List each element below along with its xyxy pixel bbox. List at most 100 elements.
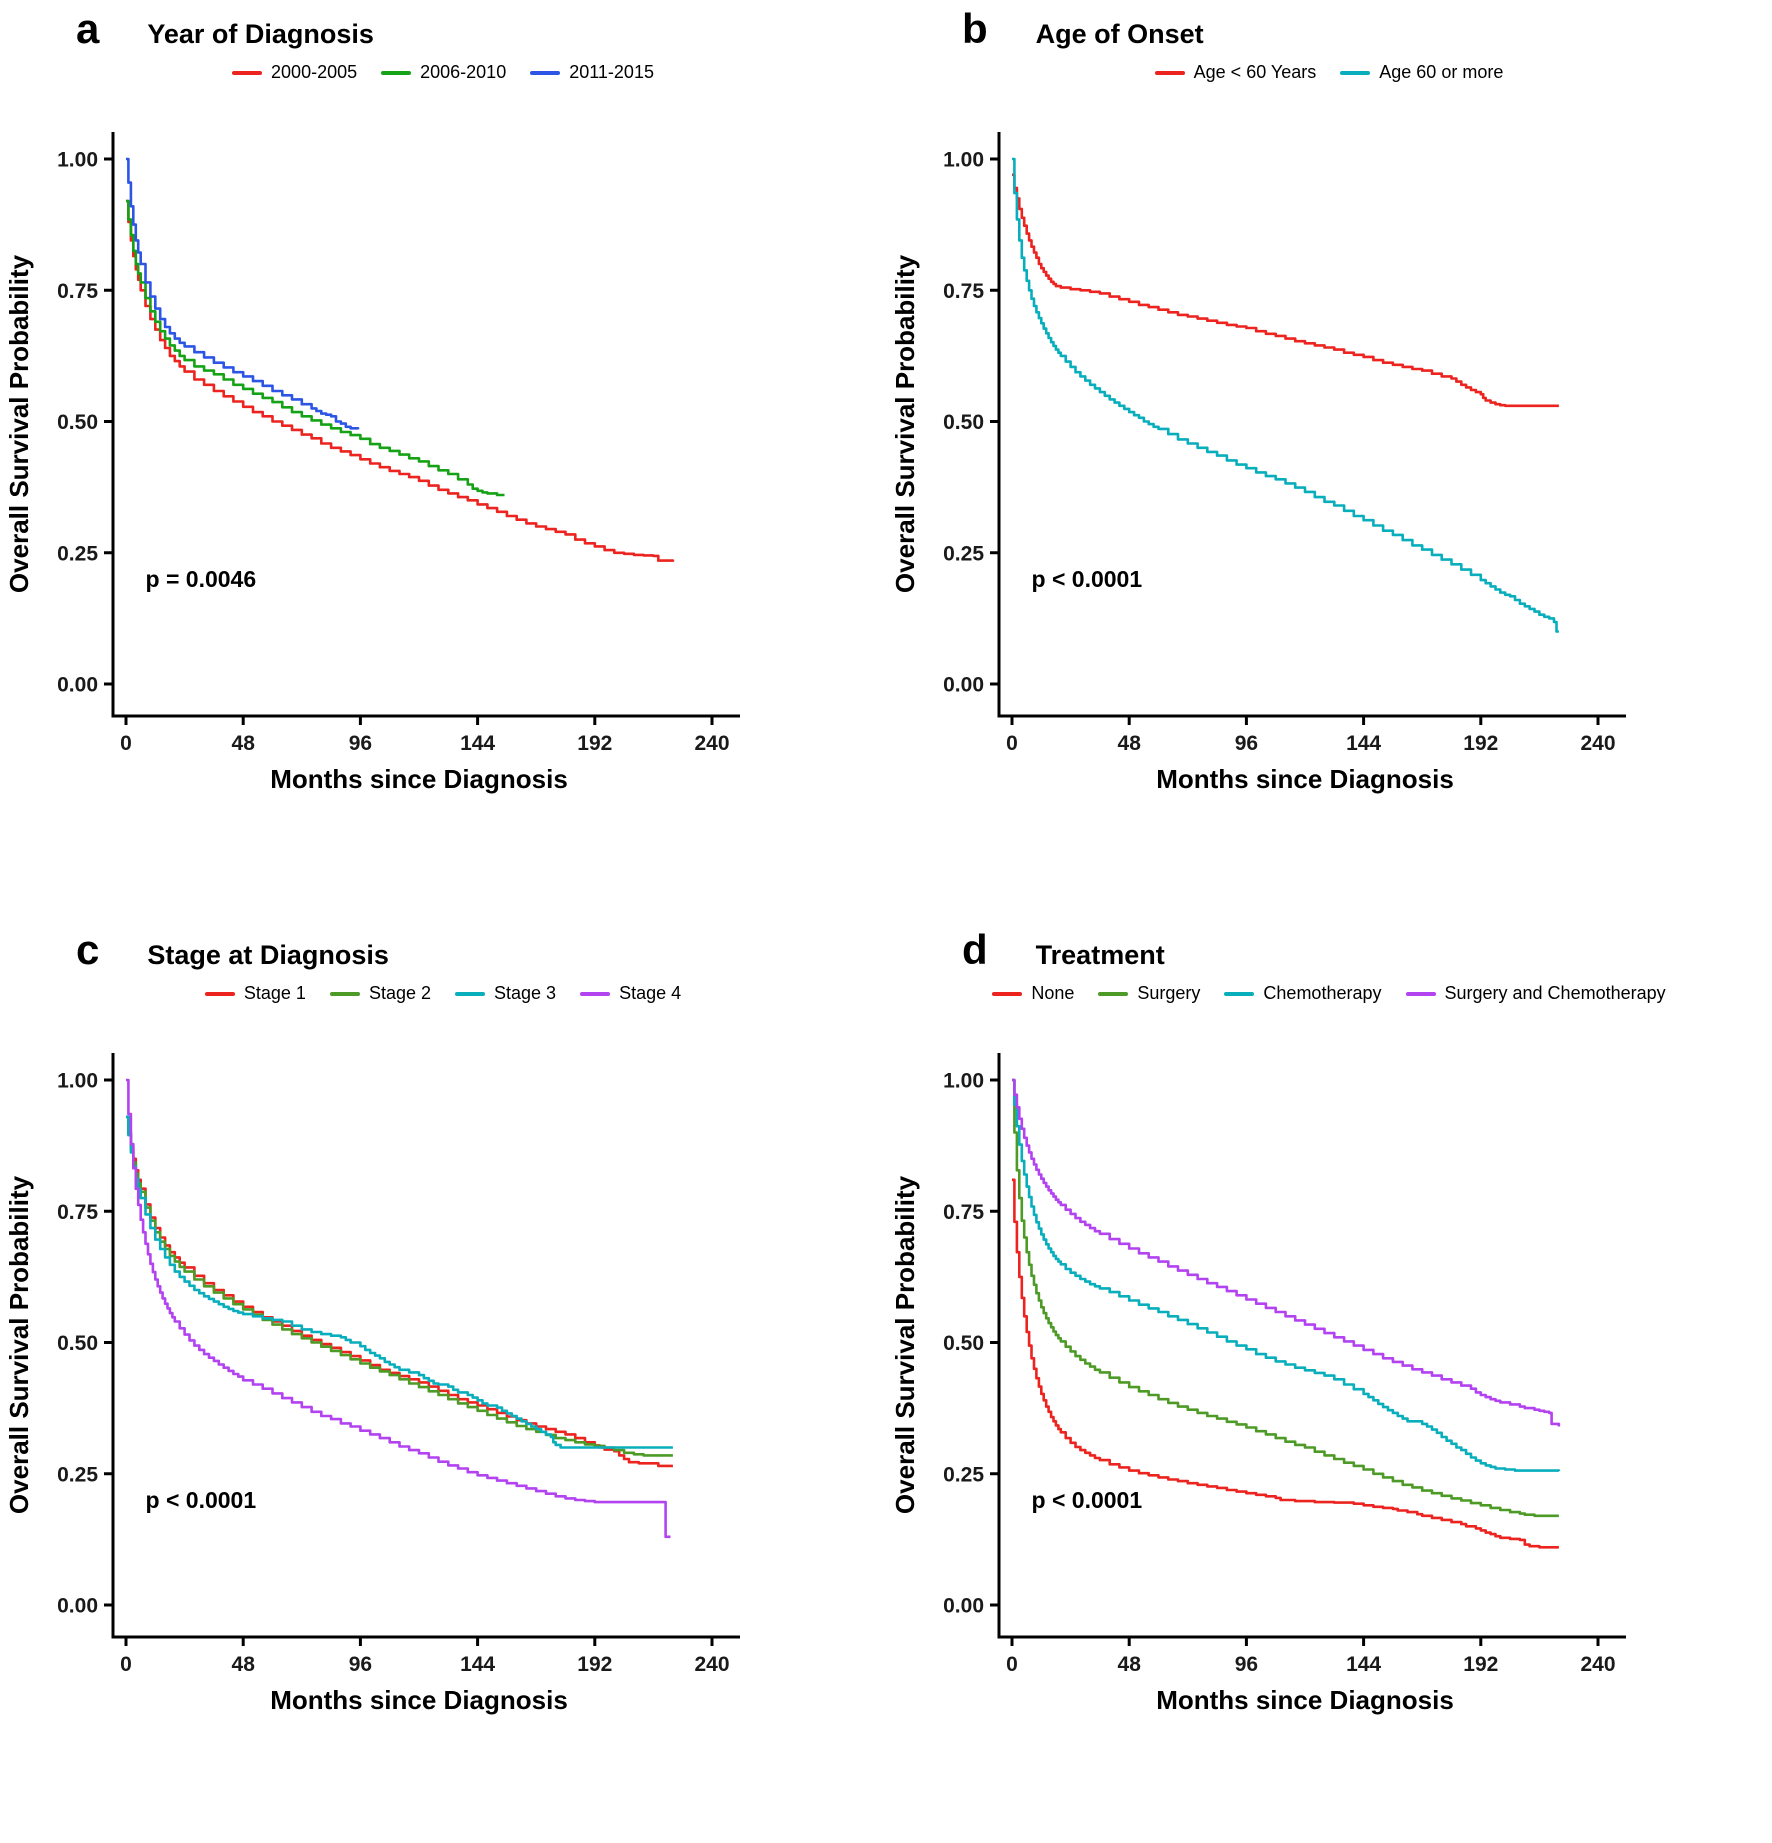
panel-b-title: Age of Onset: [1035, 19, 1204, 49]
p-value-label: p < 0.0001: [1032, 1487, 1143, 1513]
y-tick-label: 0.50: [57, 1332, 98, 1355]
survival-curve-surgery: [1012, 1078, 1559, 1518]
survival-curve-2006-2010: [126, 199, 505, 497]
panel-d-letter: d: [962, 926, 988, 973]
panel-a-header: a Year of Diagnosis: [76, 8, 374, 50]
x-tick-label: 96: [349, 732, 372, 755]
legend-line-swatch: [232, 70, 263, 75]
survival-curve-stage-1: [126, 1115, 673, 1468]
survival-curve-2000-2005: [126, 199, 675, 562]
x-tick-label: 96: [349, 1653, 372, 1676]
survival-curve-none: [1012, 1178, 1559, 1549]
y-tick-label: 0.00: [943, 1595, 984, 1618]
survival-curve-age-60-years: [1012, 173, 1559, 408]
x-tick-label: 144: [1346, 732, 1381, 755]
panel-c: c Stage at Diagnosis Stage 1 Stage 2 Stage…: [0, 921, 886, 1843]
x-tick-label: 192: [577, 1653, 612, 1676]
panel-a-title: Year of Diagnosis: [147, 19, 374, 49]
legend-line-swatch: [580, 991, 611, 996]
legend-line-swatch: [1405, 991, 1436, 996]
y-tick-label: 1.00: [57, 149, 98, 172]
x-tick-label: 0: [120, 1653, 132, 1676]
panel-a: a Year of Diagnosis 2000-2005 2006-2010 20…: [0, 0, 886, 921]
legend-line-swatch: [204, 991, 235, 996]
legend-label: Chemotherapy: [1263, 983, 1382, 1003]
legend-line-swatch: [1154, 70, 1185, 75]
y-tick-label: 1.00: [943, 1070, 984, 1093]
legend-item: 2000-2005: [232, 62, 357, 83]
x-tick-label: 96: [1235, 732, 1258, 755]
x-tick-label: 144: [1346, 1653, 1381, 1676]
legend-line-swatch: [1098, 991, 1129, 996]
legend-item: Age 60 or more: [1340, 62, 1503, 83]
x-tick-label: 0: [120, 732, 132, 755]
panel-c-header: c Stage at Diagnosis: [76, 929, 389, 971]
legend-item: 2006-2010: [381, 62, 506, 83]
panel-a-legend: 2000-2005 2006-2010 2011-2015: [0, 62, 886, 83]
x-tick-label: 0: [1006, 732, 1018, 755]
x-tick-label: 192: [577, 732, 612, 755]
y-tick-label: 0.25: [943, 1463, 984, 1486]
legend-label: Surgery: [1137, 983, 1201, 1003]
x-tick-label: 144: [460, 732, 495, 755]
y-tick-label: 0.75: [943, 280, 984, 303]
legend-label: 2011-2015: [569, 62, 654, 82]
panel-c-legend: Stage 1 Stage 2 Stage 3 Stage 4: [0, 983, 886, 1004]
legend-item: Stage 2: [329, 983, 431, 1004]
y-tick-label: 0.50: [943, 411, 984, 434]
legend-item: None: [992, 983, 1074, 1004]
legend-label: Stage 2: [368, 983, 431, 1003]
panel-b-header: b Age of Onset: [962, 8, 1204, 50]
panel-d-title: Treatment: [1035, 940, 1165, 970]
y-tick-label: 0.25: [943, 542, 984, 565]
x-axis-title: Months since Diagnosis: [1156, 764, 1454, 794]
panel-a-plot: 0.00 0.25 0.50 0.75 1.00 0 48 96 144 192 240 Months…: [4, 132, 740, 794]
x-tick-label: 48: [232, 1653, 256, 1676]
legend-item: 2011-2015: [530, 62, 654, 83]
x-tick-label: 96: [1235, 1653, 1258, 1676]
legend-line-swatch: [530, 70, 561, 75]
y-tick-label: 1.00: [57, 1070, 98, 1093]
panel-b: b Age of Onset Age < 60 Years Age 60 or m…: [886, 0, 1772, 921]
y-tick-label: 1.00: [943, 149, 984, 172]
legend-line-swatch: [455, 991, 485, 996]
legend-item: Age < 60 Years: [1154, 62, 1317, 83]
y-axis-title: Overall Survival Probability: [890, 1175, 920, 1514]
panel-c-plot: 0.00 0.25 0.50 0.75 1.00 0 48 96 144 192 240 Months…: [4, 1053, 740, 1715]
x-tick-label: 192: [1463, 1653, 1498, 1676]
y-tick-label: 0.00: [943, 674, 984, 697]
x-axis-title: Months since Diagnosis: [270, 1685, 568, 1715]
legend-line-swatch: [329, 991, 360, 996]
legend-line-swatch: [381, 70, 412, 75]
legend-label: Stage 3: [494, 983, 557, 1003]
x-tick-label: 240: [694, 732, 729, 755]
legend-line-swatch: [1224, 991, 1255, 996]
y-tick-label: 0.25: [57, 1463, 98, 1486]
survival-curve-age-60-or-more: [1012, 157, 1559, 633]
x-tick-label: 240: [694, 1653, 729, 1676]
panel-c-title: Stage at Diagnosis: [147, 940, 389, 970]
x-tick-label: 48: [232, 732, 256, 755]
panel-b-plot: 0.00 0.25 0.50 0.75 1.00 0 48 96 144 192 240 Months…: [890, 132, 1626, 794]
x-tick-label: 240: [1580, 1653, 1615, 1676]
survival-curve-chemotherapy: [1012, 1078, 1561, 1472]
y-tick-label: 0.00: [57, 674, 98, 697]
survival-curve-stage-2: [126, 1115, 673, 1457]
legend-item: Stage 4: [580, 983, 681, 1004]
legend-label: None: [1031, 983, 1075, 1003]
y-tick-label: 0.50: [943, 1332, 984, 1355]
legend-line-swatch: [1340, 70, 1371, 75]
legend-label: 2000-2005: [271, 62, 358, 82]
legend-label: Stage 1: [243, 983, 306, 1003]
y-tick-label: 0.25: [57, 542, 98, 565]
legend-label: Age < 60 Years: [1193, 62, 1317, 82]
x-axis-title: Months since Diagnosis: [1156, 1685, 1454, 1715]
panel-d-plot: 0.00 0.25 0.50 0.75 1.00 0 48 96 144 192 240 Months…: [890, 1053, 1626, 1715]
y-tick-label: 0.50: [57, 411, 98, 434]
panel-c-letter: c: [76, 926, 100, 973]
p-value-label: p < 0.0001: [1032, 566, 1143, 592]
panel-a-letter: a: [76, 5, 100, 52]
y-tick-label: 0.00: [57, 1595, 98, 1618]
y-axis-title: Overall Survival Probability: [4, 254, 34, 593]
